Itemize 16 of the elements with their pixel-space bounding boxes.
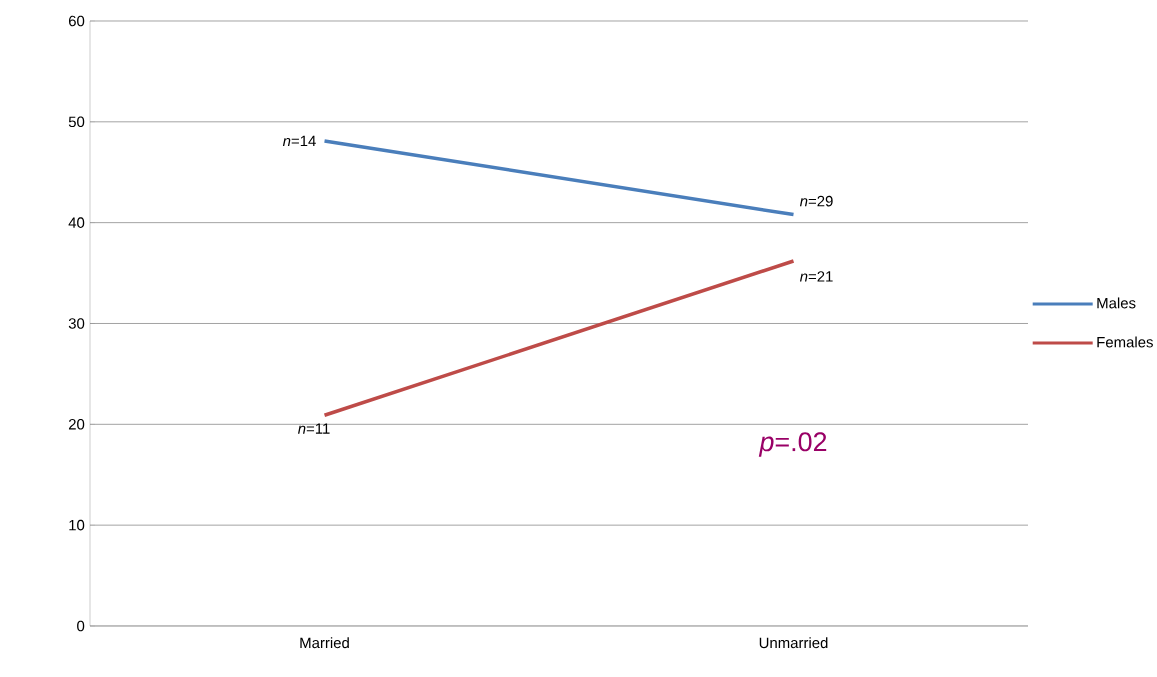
y-tick-label: 50 bbox=[68, 116, 85, 128]
y-tick-label: 20 bbox=[68, 419, 85, 430]
annotation: n=14 bbox=[282, 135, 316, 147]
annotation: n=21 bbox=[799, 271, 833, 282]
x-tick-label: Unmarried bbox=[759, 637, 828, 649]
annotation: n=29 bbox=[799, 195, 833, 207]
annotation: n=11 bbox=[298, 423, 330, 434]
annotation: p=.02 bbox=[758, 432, 827, 457]
y-tick-label: 40 bbox=[68, 217, 85, 228]
x-tick-label: Married bbox=[300, 637, 349, 649]
y-tick-label: 60 bbox=[68, 15, 85, 27]
y-tick-label: 30 bbox=[68, 318, 85, 329]
legend-label: Males bbox=[1097, 297, 1136, 309]
legend-label: Females bbox=[1097, 336, 1153, 348]
y-tick-label: 10 bbox=[69, 519, 85, 531]
y-tick-label: 0 bbox=[77, 620, 85, 632]
